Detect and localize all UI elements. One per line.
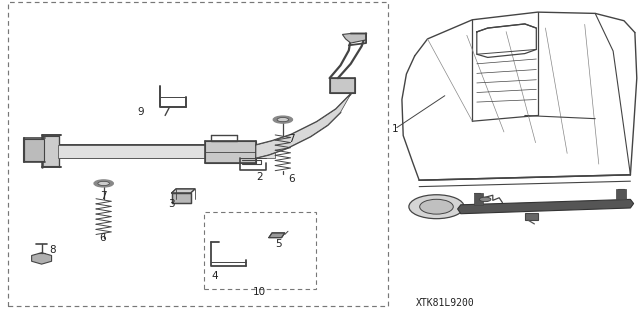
Ellipse shape xyxy=(273,116,292,123)
Text: 7: 7 xyxy=(100,191,107,201)
Polygon shape xyxy=(205,141,256,163)
Text: 5: 5 xyxy=(275,239,282,249)
Text: 6: 6 xyxy=(99,233,106,243)
Polygon shape xyxy=(58,145,275,158)
Ellipse shape xyxy=(479,197,491,202)
Ellipse shape xyxy=(94,180,113,187)
Ellipse shape xyxy=(409,195,464,219)
Polygon shape xyxy=(330,78,355,93)
Polygon shape xyxy=(31,253,52,264)
Polygon shape xyxy=(42,136,59,166)
Ellipse shape xyxy=(420,199,453,214)
Text: 9: 9 xyxy=(138,107,144,117)
Bar xyxy=(8,2,388,306)
Text: XTK81L9200: XTK81L9200 xyxy=(415,298,474,308)
Text: 6: 6 xyxy=(288,174,294,184)
Text: 10: 10 xyxy=(253,287,266,297)
Polygon shape xyxy=(24,139,44,161)
Polygon shape xyxy=(525,213,538,220)
Text: 1: 1 xyxy=(392,124,399,134)
Polygon shape xyxy=(474,193,483,205)
Polygon shape xyxy=(458,199,634,214)
Ellipse shape xyxy=(98,181,109,186)
Polygon shape xyxy=(256,94,351,158)
Text: 8: 8 xyxy=(49,245,56,256)
Text: 4: 4 xyxy=(211,271,218,281)
Polygon shape xyxy=(342,33,366,43)
Polygon shape xyxy=(269,233,285,238)
Polygon shape xyxy=(172,189,195,193)
Bar xyxy=(204,212,316,289)
Polygon shape xyxy=(172,193,191,203)
Text: 3: 3 xyxy=(168,199,175,209)
Polygon shape xyxy=(616,189,626,199)
Text: 7: 7 xyxy=(288,134,294,144)
Ellipse shape xyxy=(277,118,289,122)
Text: 2: 2 xyxy=(256,172,262,182)
